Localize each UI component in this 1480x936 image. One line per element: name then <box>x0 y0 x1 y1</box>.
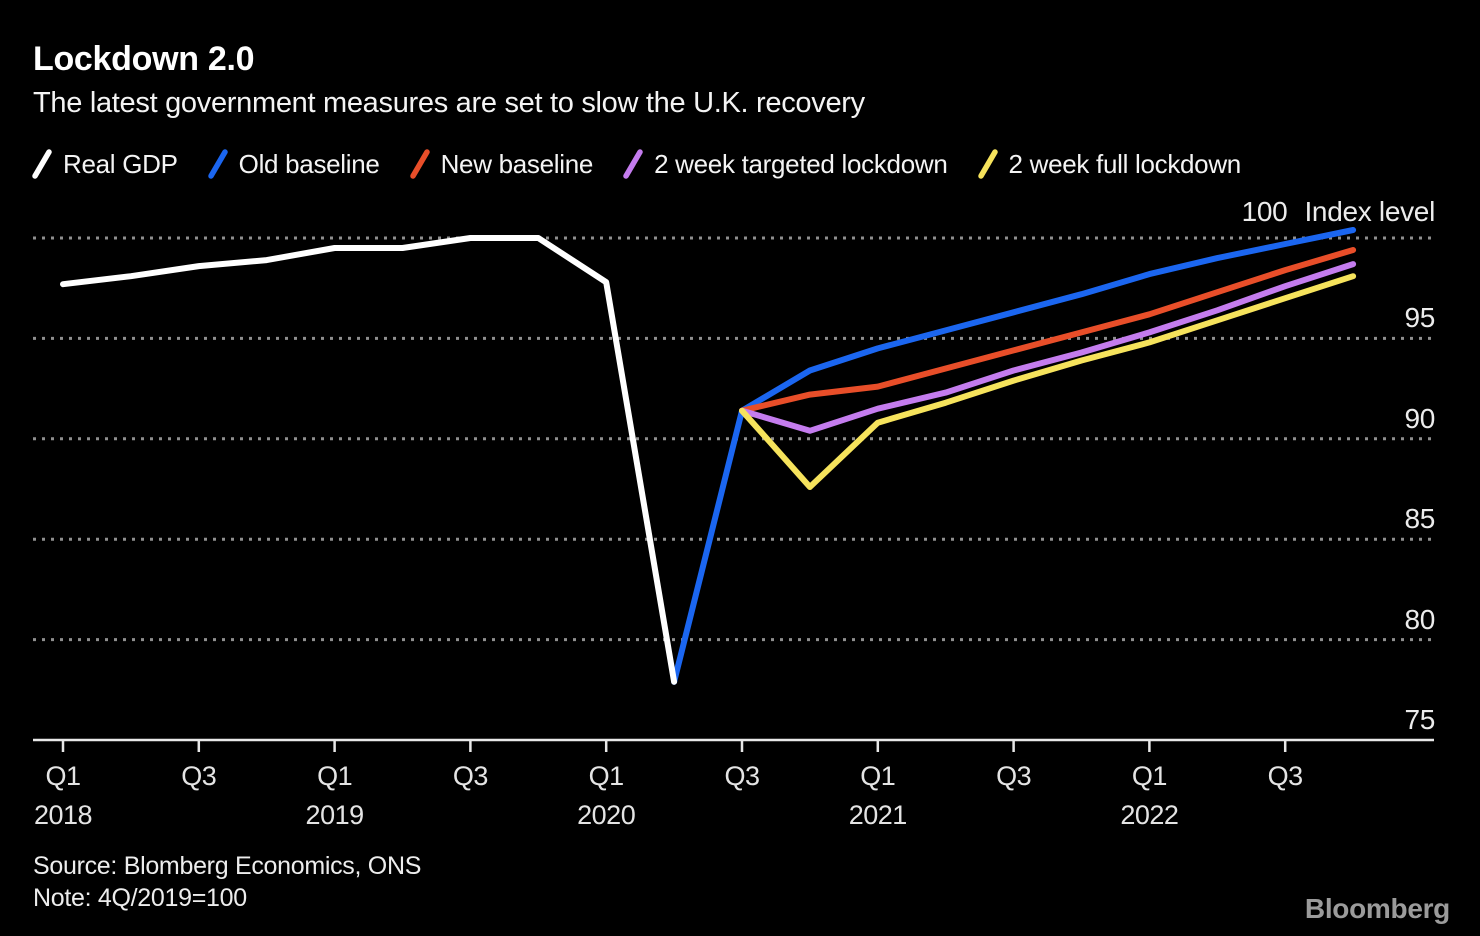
y-tick-label-95: 95 <box>1404 302 1435 334</box>
x-year-label-2020: 2020 <box>577 800 636 830</box>
x-tick-label-q3-2021: Q3 <box>996 761 1032 791</box>
series-line-2-week-full-lockdown <box>739 273 1357 490</box>
y-axis-header: 100 Index level <box>1241 196 1436 228</box>
x-year-label-2018: 2018 <box>33 800 93 830</box>
note-text: Note: 4Q/2019=100 <box>33 884 247 912</box>
legend-item-2-week-full-lockdown: 2 week full lockdown <box>977 148 1241 180</box>
x-tick-label-q3-2019: Q3 <box>452 761 489 791</box>
x-year-label-2021: 2021 <box>848 800 908 830</box>
legend-item-new-baseline: New baseline <box>409 148 594 180</box>
y-tick-label-80: 80 <box>1404 603 1435 635</box>
legend-slash-icon <box>32 149 52 179</box>
legend-label: 2 week targeted lockdown <box>654 148 948 179</box>
y-tick-label-90: 90 <box>1404 402 1435 434</box>
x-tick-label-q1-2018: Q1 <box>45 761 81 791</box>
x-tick-label-q1-2020: Q1 <box>588 761 625 791</box>
legend-item-2-week-targeted-lockdown: 2 week targeted lockdown <box>622 148 948 180</box>
series-line-new-baseline <box>739 247 1357 414</box>
legend-slash-icon <box>207 149 228 179</box>
legend-label: Real GDP <box>63 148 178 179</box>
legend-slash-icon <box>409 149 430 179</box>
bloomberg-logo: Bloomberg <box>1304 893 1450 924</box>
x-year-label-2019: 2019 <box>305 800 365 830</box>
legend-item-real-gdp: Real GDP <box>31 148 178 180</box>
legend: Real GDP Old baseline New baseline 2 week t… <box>31 148 1241 180</box>
series-line-2-week-targeted-lockdown <box>739 261 1357 434</box>
legend-item-old-baseline: Old baseline <box>207 148 380 180</box>
legend-label: New baseline <box>440 148 594 179</box>
x-tick-label-q3-2022: Q3 <box>1267 761 1304 791</box>
series-line-old-baseline <box>671 227 1357 685</box>
chart-title: Lockdown 2.0 <box>33 40 255 78</box>
legend-slash-icon <box>977 149 998 179</box>
legend-label: Old baseline <box>238 148 380 179</box>
legend-label: 2 week full lockdown <box>1008 148 1242 179</box>
series-line-real-gdp <box>60 235 678 685</box>
chart-subtitle: The latest government measures are set t… <box>33 87 865 119</box>
x-tick-label-q3-2020: Q3 <box>724 761 760 791</box>
x-tick-label-q1-2019: Q1 <box>317 761 353 791</box>
x-tick-label-q1-2021: Q1 <box>860 761 896 791</box>
x-tick-label-q3-2018: Q3 <box>181 761 217 791</box>
y-axis-unit-label: Index level <box>1304 196 1435 227</box>
y-tick-label-75: 75 <box>1404 704 1435 735</box>
y-tick-label-85: 85 <box>1404 503 1435 535</box>
legend-slash-icon <box>623 149 643 179</box>
x-year-label-2022: 2022 <box>1120 800 1179 830</box>
y-tick-label-100: 100 <box>1241 196 1288 227</box>
source-text: Source: Blomberg Economics, ONS <box>33 852 422 880</box>
x-tick-label-q1-2022: Q1 <box>1131 761 1168 791</box>
